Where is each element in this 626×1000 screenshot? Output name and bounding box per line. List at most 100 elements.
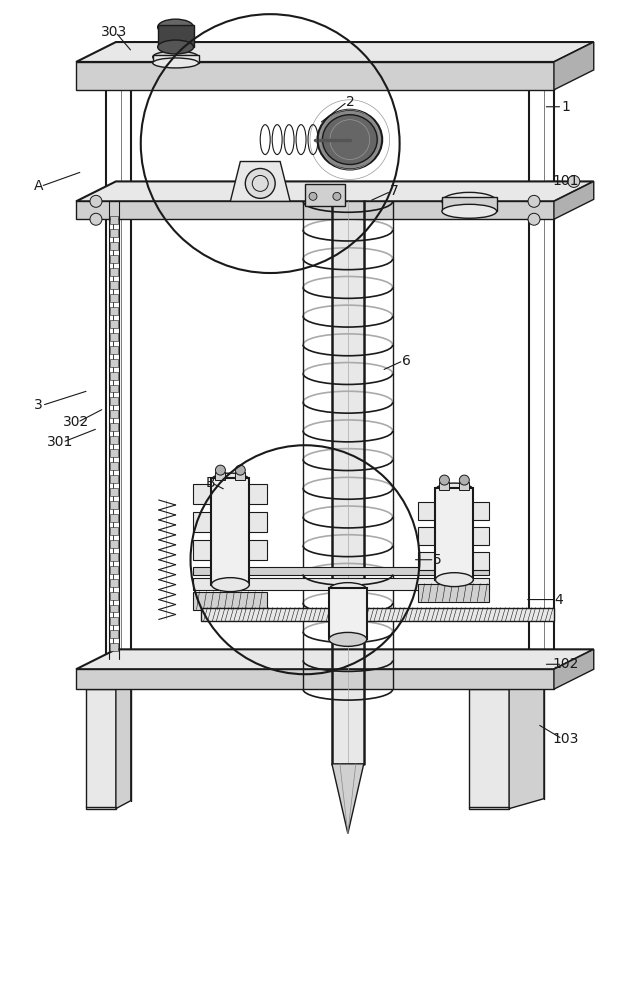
Bar [110, 268, 118, 276]
Text: 302: 302 [63, 415, 90, 429]
Ellipse shape [158, 19, 193, 35]
Bar [333, 201, 363, 764]
Circle shape [568, 175, 580, 187]
Bar [110, 333, 118, 341]
Ellipse shape [212, 578, 249, 592]
Ellipse shape [442, 192, 496, 210]
Polygon shape [86, 689, 116, 809]
Polygon shape [76, 62, 554, 90]
Text: 6: 6 [402, 354, 411, 368]
Bar [110, 592, 118, 600]
Bar [193, 512, 267, 532]
Text: 5: 5 [433, 553, 442, 567]
Bar [110, 643, 118, 651]
Text: 101: 101 [552, 174, 578, 188]
Polygon shape [230, 162, 290, 201]
Ellipse shape [329, 632, 367, 646]
Ellipse shape [322, 115, 377, 164]
Circle shape [439, 475, 449, 485]
Text: 301: 301 [48, 435, 74, 449]
Bar [110, 255, 118, 263]
Ellipse shape [158, 40, 193, 54]
Polygon shape [332, 764, 364, 834]
Bar [200, 608, 554, 621]
Ellipse shape [153, 58, 198, 68]
Polygon shape [76, 669, 554, 689]
Text: 303: 303 [100, 25, 126, 39]
Ellipse shape [153, 51, 198, 63]
Polygon shape [509, 679, 544, 809]
Bar [436, 488, 473, 580]
Bar [110, 566, 118, 574]
Bar [329, 588, 367, 639]
Bar [235, 472, 245, 480]
Text: 7: 7 [389, 184, 398, 198]
Polygon shape [470, 679, 544, 689]
Polygon shape [554, 649, 593, 689]
Text: 3: 3 [34, 398, 43, 412]
Bar [193, 592, 267, 610]
Bar [110, 385, 118, 392]
Bar [110, 617, 118, 625]
Text: 4: 4 [555, 593, 563, 607]
Text: 1: 1 [561, 100, 570, 114]
Bar [110, 216, 118, 224]
Bar [110, 281, 118, 289]
Bar [110, 346, 118, 354]
Bar [418, 552, 489, 570]
Bar [193, 567, 489, 575]
Bar [110, 579, 118, 587]
Bar [110, 307, 118, 315]
Bar [110, 540, 118, 548]
Bar [215, 472, 225, 480]
Bar [459, 482, 470, 490]
Bar [110, 527, 118, 535]
Bar [110, 294, 118, 302]
Circle shape [333, 192, 341, 200]
Polygon shape [76, 649, 593, 669]
Ellipse shape [212, 473, 249, 487]
Text: A: A [34, 179, 44, 193]
Bar [193, 578, 489, 590]
Bar [110, 449, 118, 457]
Polygon shape [116, 681, 131, 809]
Circle shape [309, 192, 317, 200]
Bar [418, 502, 489, 520]
Bar [418, 584, 489, 602]
Bar [110, 359, 118, 367]
Ellipse shape [436, 573, 473, 587]
Bar [153, 55, 198, 63]
Text: 2: 2 [346, 95, 355, 109]
Bar [110, 462, 118, 470]
Bar [110, 423, 118, 431]
Bar [110, 605, 118, 612]
Bar [110, 229, 118, 237]
Circle shape [528, 195, 540, 207]
Bar [110, 630, 118, 638]
Ellipse shape [436, 483, 473, 497]
Polygon shape [76, 42, 593, 62]
Circle shape [90, 213, 102, 225]
Text: 103: 103 [552, 732, 578, 746]
Bar [305, 184, 345, 206]
Polygon shape [470, 689, 509, 809]
Bar [110, 320, 118, 328]
Polygon shape [86, 681, 131, 689]
Circle shape [245, 168, 275, 198]
Bar [110, 501, 118, 509]
Bar [193, 540, 267, 560]
Bar [110, 436, 118, 444]
Circle shape [90, 195, 102, 207]
Text: 102: 102 [552, 657, 578, 671]
Ellipse shape [317, 110, 382, 169]
Bar [158, 25, 193, 47]
Bar [110, 475, 118, 483]
Bar [110, 410, 118, 418]
Ellipse shape [329, 583, 367, 597]
Polygon shape [554, 42, 593, 90]
Bar [193, 484, 267, 504]
Circle shape [235, 465, 245, 475]
Ellipse shape [442, 204, 496, 218]
Bar [110, 242, 118, 250]
Bar [212, 478, 249, 585]
